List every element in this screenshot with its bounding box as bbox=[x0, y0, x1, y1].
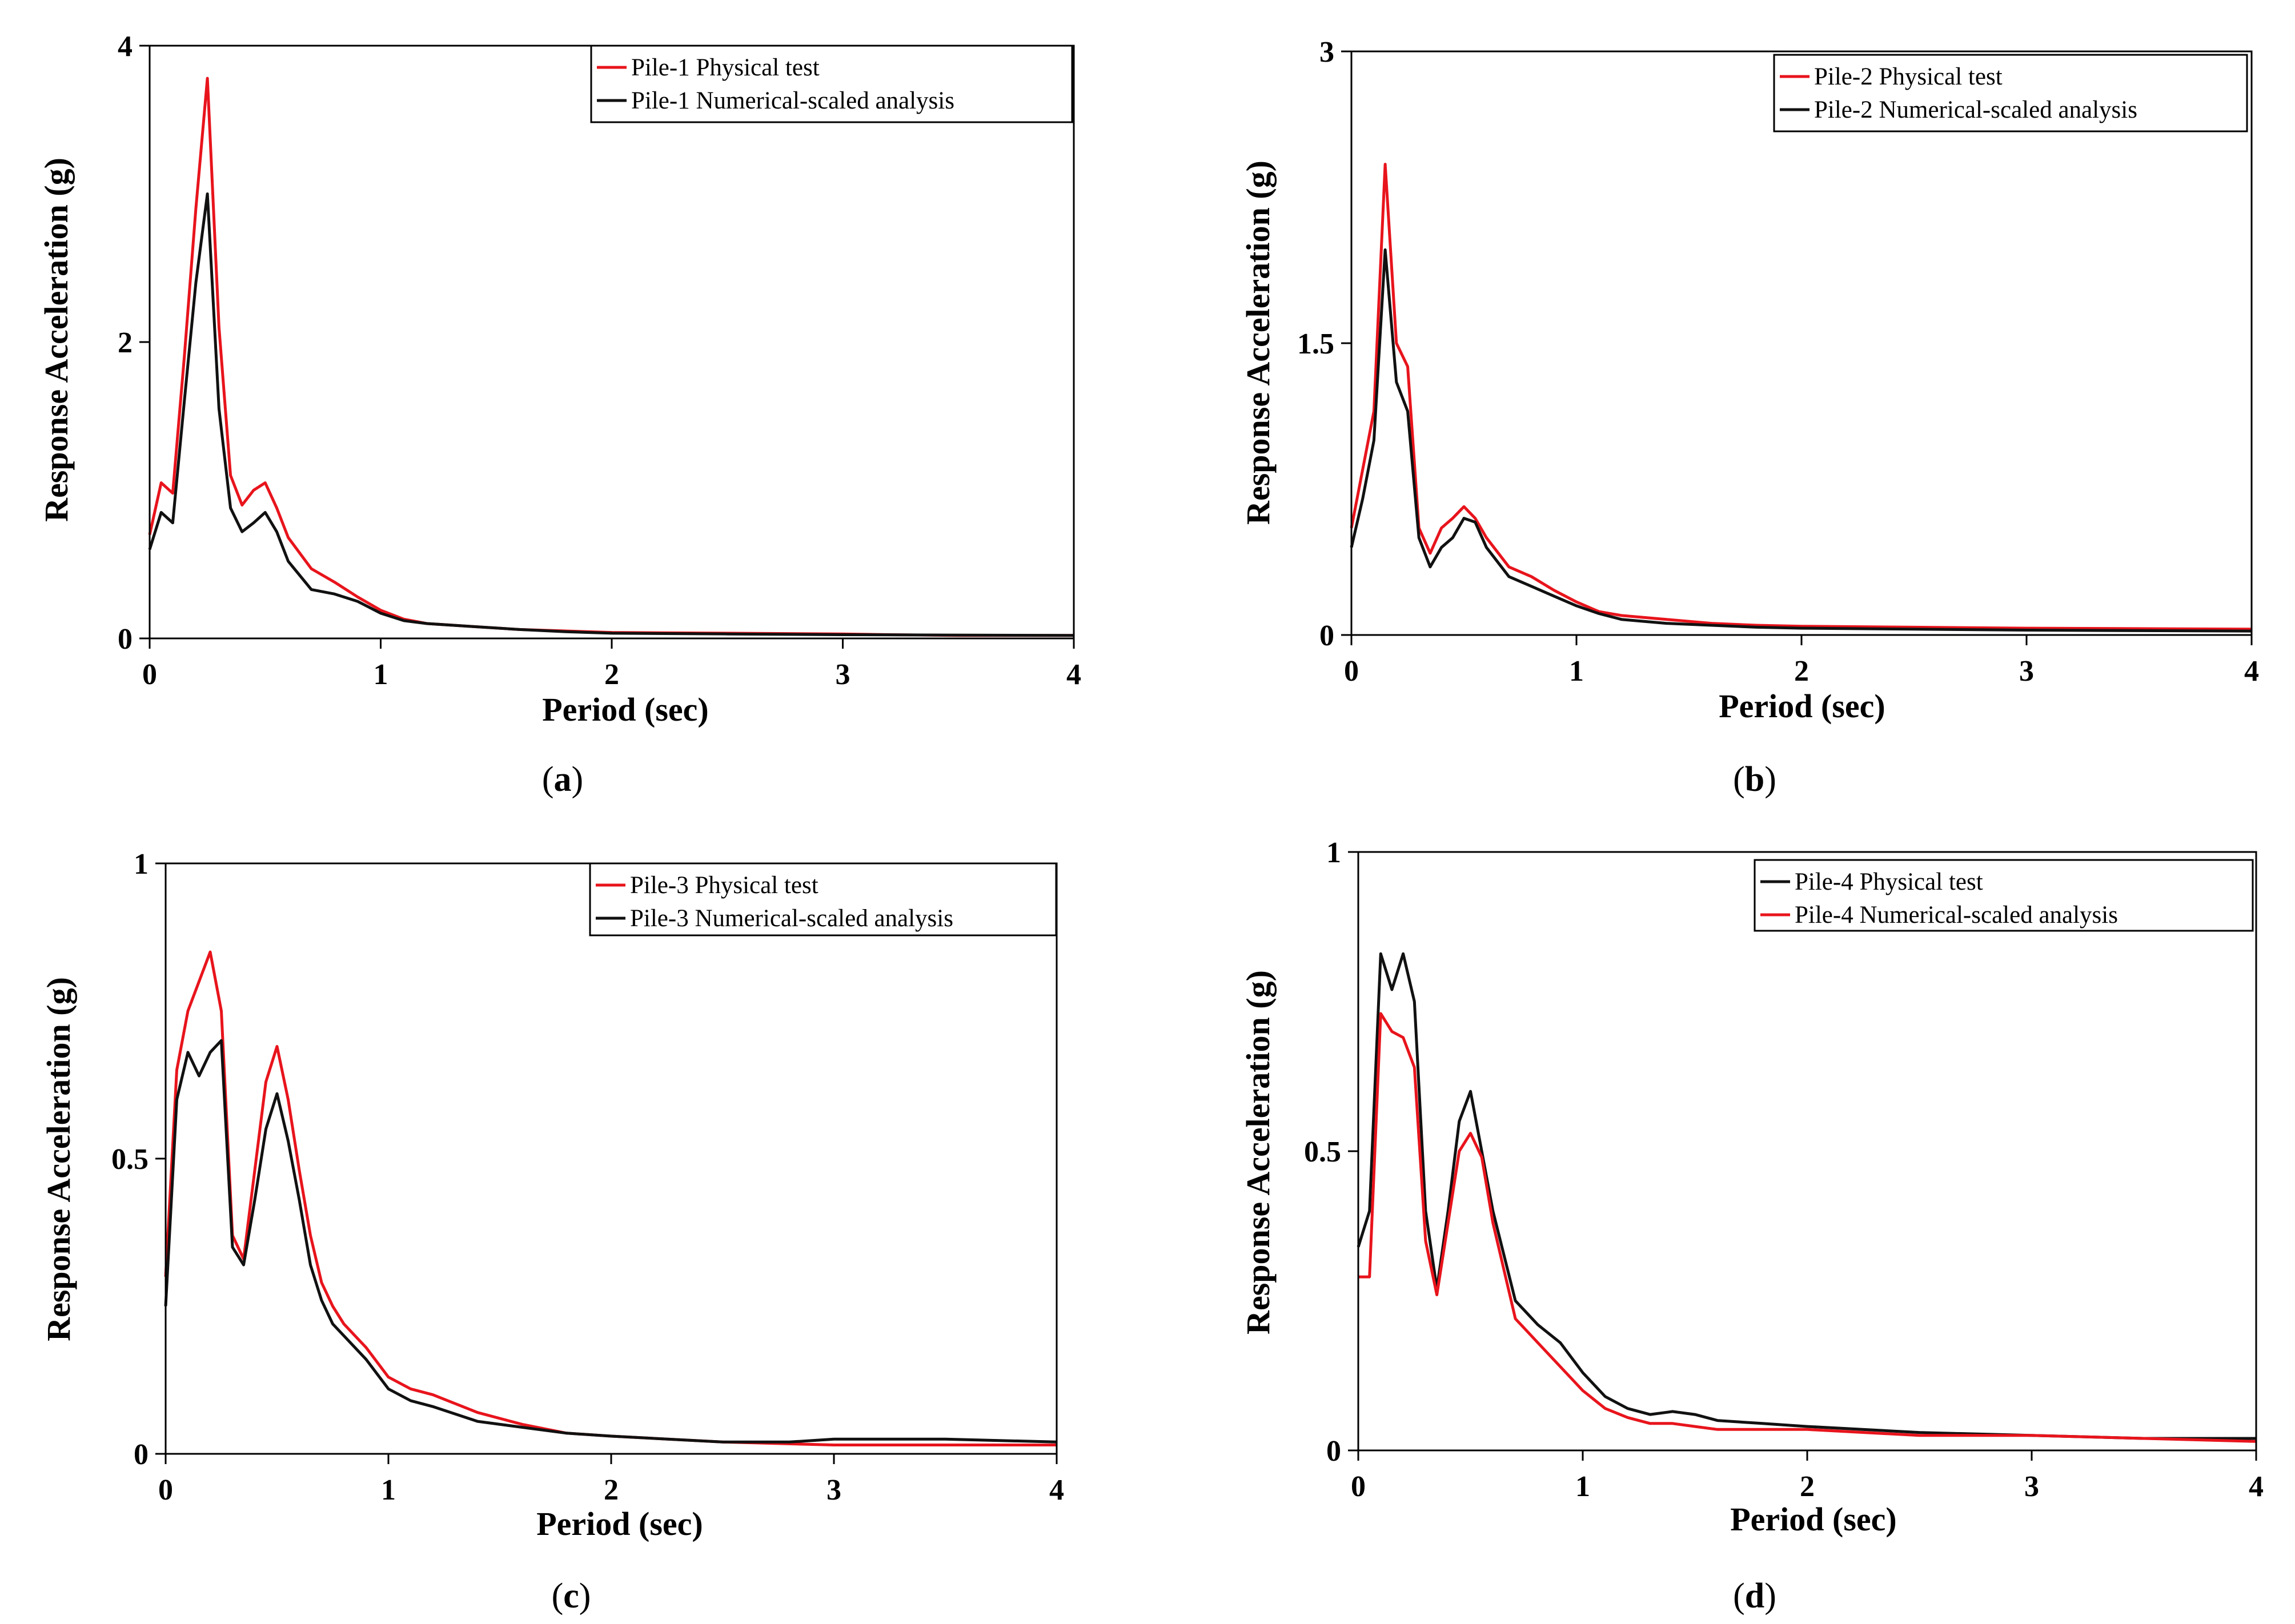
y-tick-label: 0 bbox=[118, 623, 133, 656]
x-tick-label: 0 bbox=[1344, 655, 1359, 688]
y-tick-label: 0.5 bbox=[1304, 1136, 1341, 1168]
legend: Pile-4 Physical test Pile-4 Numerical-sca… bbox=[1754, 859, 2254, 932]
y-tick-label: 2 bbox=[118, 327, 133, 359]
legend-box bbox=[1773, 54, 2248, 132]
chart-panel-b: 0 1 2 3 4 0 1.5 3 Period (sec) Response Accelerat… bbox=[1239, 36, 2259, 799]
x-axis-label: Period (sec) bbox=[542, 691, 708, 728]
x-tick-label: 0 bbox=[142, 658, 157, 691]
series-line-2 bbox=[164, 1039, 1057, 1444]
y-tick-label: 0 bbox=[134, 1438, 149, 1471]
panel-caption: (b) bbox=[1733, 760, 1776, 799]
y-tick-label: 1 bbox=[134, 848, 149, 881]
y-axis-label: Response Acceleration (g) bbox=[40, 977, 77, 1341]
x-tick-label: 2 bbox=[1800, 1470, 1815, 1503]
plot-frame bbox=[149, 45, 1075, 640]
x-axis-label: Period (sec) bbox=[1730, 1501, 1896, 1538]
plot-frame bbox=[1357, 851, 2257, 1452]
series-line-1 bbox=[1357, 952, 2256, 1440]
legend-box bbox=[1754, 859, 2254, 932]
legend-entry-2: Pile-2 Numerical-scaled analysis bbox=[1814, 97, 2137, 123]
x-tick-label: 2 bbox=[604, 658, 619, 691]
x-tick-label: 0 bbox=[1351, 1470, 1366, 1503]
legend-entry-1: Pile-3 Physical test bbox=[630, 872, 819, 899]
x-tick-label: 2 bbox=[1794, 655, 1809, 688]
legend-entry-2: Pile-4 Numerical-scaled analysis bbox=[1795, 902, 2118, 928]
legend-entry-1: Pile-4 Physical test bbox=[1795, 869, 1983, 895]
x-tick-label: 2 bbox=[604, 1474, 619, 1506]
panel-caption-letter: b bbox=[1745, 760, 1764, 799]
legend-box bbox=[590, 45, 1073, 123]
chart-panel-a: 0 1 2 3 4 0 2 4 Period (sec) Response Acceleratio… bbox=[38, 30, 1081, 799]
x-tick-label: 4 bbox=[2249, 1470, 2264, 1503]
x-tick-label: 3 bbox=[2019, 655, 2034, 688]
series-line-1 bbox=[148, 77, 1074, 637]
y-axis-label: Response Acceleration (g) bbox=[38, 158, 75, 522]
panel-caption-letter: a bbox=[554, 760, 572, 799]
legend: Pile-1 Physical test Pile-1 Numerical-sca… bbox=[590, 45, 1073, 123]
y-tick-label: 4 bbox=[118, 30, 133, 63]
legend: Pile-3 Physical test Pile-3 Numerical-sca… bbox=[589, 862, 1057, 936]
y-tick-label: 1.5 bbox=[1297, 328, 1334, 360]
panel-caption: (d) bbox=[1733, 1577, 1776, 1615]
panel-caption-letter: d bbox=[1745, 1577, 1764, 1615]
x-tick-label: 4 bbox=[2244, 655, 2259, 688]
legend-box bbox=[589, 862, 1057, 936]
x-tick-label: 3 bbox=[826, 1474, 841, 1506]
y-axis-label: Response Acceleration (g) bbox=[1239, 160, 1277, 525]
x-tick-label: 1 bbox=[1575, 1470, 1590, 1503]
y-tick-label: 0.5 bbox=[111, 1143, 149, 1176]
plot-frame bbox=[164, 862, 1058, 1455]
legend-entry-1: Pile-2 Physical test bbox=[1814, 63, 2003, 90]
chart-panel-c: 0 1 2 3 4 0 0.5 1 Period (sec) Response Accelerat… bbox=[40, 848, 1064, 1615]
panel-caption: (c) bbox=[552, 1577, 591, 1615]
x-tick-label: 1 bbox=[381, 1474, 396, 1506]
series-line-2 bbox=[1358, 1012, 2257, 1443]
x-axis-label: Period (sec) bbox=[1719, 688, 1885, 725]
x-tick-label: 4 bbox=[1066, 658, 1081, 691]
x-axis-label: Period (sec) bbox=[536, 1505, 703, 1542]
y-tick-label: 0 bbox=[1319, 620, 1334, 652]
x-tick-label: 1 bbox=[1569, 655, 1584, 688]
x-tick-label: 3 bbox=[836, 658, 850, 691]
x-tick-label: 4 bbox=[1049, 1474, 1064, 1506]
x-tick-label: 3 bbox=[2024, 1470, 2039, 1503]
series-line-1 bbox=[1350, 163, 2252, 631]
panel-caption-letter: c bbox=[563, 1577, 579, 1615]
x-tick-label: 1 bbox=[374, 658, 388, 691]
y-tick-label: 1 bbox=[1326, 837, 1341, 869]
x-tick-label: 0 bbox=[158, 1474, 173, 1506]
panel-caption: (a) bbox=[542, 760, 583, 799]
y-axis-label: Response Acceleration (g) bbox=[1239, 970, 1277, 1334]
legend-entry-2: Pile-1 Numerical-scaled analysis bbox=[631, 87, 954, 114]
series-line-2 bbox=[1350, 248, 2252, 633]
legend-entry-2: Pile-3 Numerical-scaled analysis bbox=[630, 905, 953, 932]
series-line-2 bbox=[148, 192, 1074, 637]
y-tick-label: 3 bbox=[1319, 36, 1334, 69]
legend: Pile-2 Physical test Pile-2 Numerical-sca… bbox=[1773, 54, 2248, 132]
chart-panel-d: 0 1 2 3 4 0 0.5 1 Period (sec) Response Accelerat… bbox=[1239, 837, 2264, 1615]
y-tick-label: 0 bbox=[1326, 1435, 1341, 1468]
legend-entry-1: Pile-1 Physical test bbox=[631, 54, 820, 81]
